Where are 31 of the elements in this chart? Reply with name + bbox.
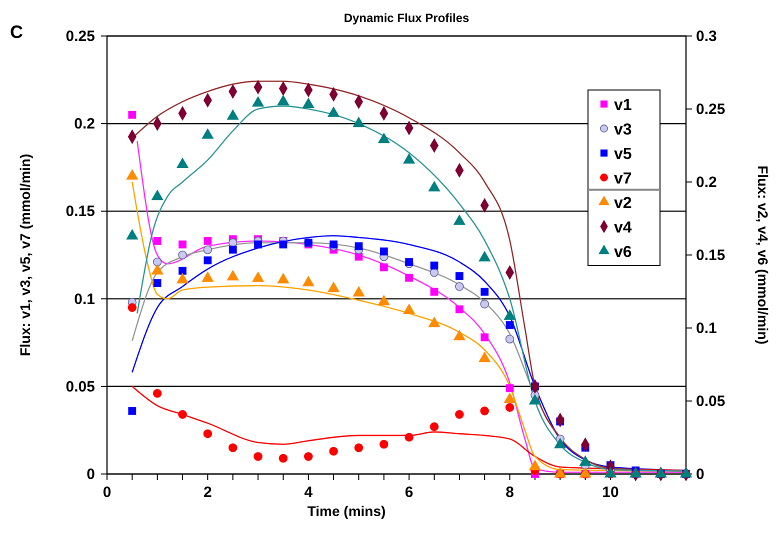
y-tick-label: 0.15 bbox=[66, 203, 95, 220]
legend-label: v6 bbox=[614, 244, 632, 261]
y2-axis-title: Flux: v2, v4, v6 (mmol/min) bbox=[755, 166, 771, 344]
y-tick-label: 0.2 bbox=[74, 116, 95, 133]
x-tick-label: 10 bbox=[602, 484, 619, 501]
text: C bbox=[10, 22, 23, 42]
x-tick-label: 8 bbox=[506, 484, 514, 501]
y-tick-label: 0.05 bbox=[66, 378, 95, 396]
y2-tick-label: 0 bbox=[696, 466, 704, 483]
legend-label: v7 bbox=[614, 170, 632, 188]
x-tick-label: 2 bbox=[204, 484, 212, 501]
legend-label: v2 bbox=[614, 195, 632, 212]
y2-tick-label: 0.3 bbox=[696, 28, 717, 45]
x-tick-label: 6 bbox=[404, 484, 414, 501]
y2-tick-label: 0.25 bbox=[696, 101, 726, 118]
x-tick-label: 4 bbox=[304, 484, 314, 501]
y-tick-label: 0.1 bbox=[74, 290, 95, 308]
x-tick-label: 0 bbox=[102, 484, 112, 501]
y2-tick-label: 0.15 bbox=[696, 247, 726, 264]
y-axis-title: Flux: v1, v3, v5, v7 (mmol/min) bbox=[17, 154, 33, 356]
legend-label: v4 bbox=[614, 220, 632, 236]
y2-tick-label: 0.05 bbox=[696, 393, 726, 410]
chart-title: Dynamic Flux Profiles bbox=[344, 11, 470, 25]
x-axis-title: Time (mins) bbox=[307, 503, 386, 519]
y-tick-label: 0 bbox=[86, 466, 95, 483]
legend-label: v1 bbox=[614, 97, 632, 114]
y-tick-label: 0.25 bbox=[66, 28, 95, 45]
legend-label: v5 bbox=[614, 146, 632, 163]
legend-label: v3 bbox=[614, 122, 632, 138]
y2-tick-label: 0.1 bbox=[696, 320, 717, 337]
y2-tick-label: 0.2 bbox=[696, 174, 717, 191]
